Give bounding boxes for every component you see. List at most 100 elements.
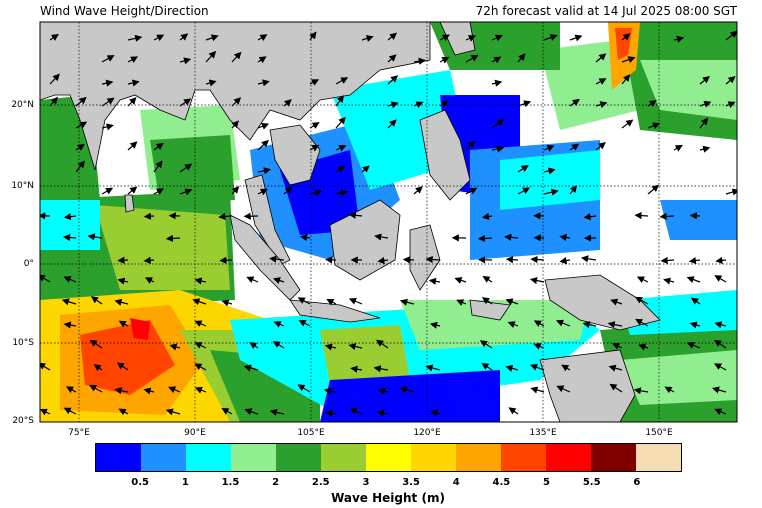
wave-arrow	[244, 408, 259, 416]
sri-lanka	[124, 194, 135, 213]
colorbar-tick-label: 1	[181, 477, 189, 488]
wave-arrow	[634, 211, 649, 220]
wave-arrow	[273, 321, 285, 328]
malay-peninsula	[244, 174, 291, 266]
wave-arrow	[621, 33, 631, 41]
colorbar-tick-label: 5	[543, 477, 551, 488]
wave-arrow	[621, 119, 634, 129]
wave-arrow	[376, 339, 389, 349]
wave-arrow	[299, 234, 311, 242]
wave-arrow	[63, 407, 77, 415]
wave-arrow	[529, 363, 545, 371]
wave-arrow	[373, 365, 389, 373]
wave-arrow	[143, 212, 155, 220]
wave-field-south-calm	[320, 370, 500, 422]
wave-arrow	[63, 321, 77, 329]
wave-arrow	[561, 364, 571, 372]
wave-arrow	[399, 386, 415, 394]
wave-arrow	[93, 364, 103, 372]
colorbar-tick-label: 0.5	[131, 477, 149, 488]
wave-arrow	[283, 186, 293, 195]
wave-arrow	[324, 343, 337, 351]
wave-arrow	[63, 276, 77, 283]
colorbar-tick-label: 4	[452, 477, 460, 488]
wave-arrow	[454, 277, 467, 284]
wave-arrow	[439, 34, 450, 42]
wave-arrow	[638, 343, 649, 351]
wave-arrow	[530, 255, 545, 264]
wave-arrow	[533, 343, 545, 350]
wave-arrow	[517, 187, 531, 195]
wave-arrow	[543, 34, 558, 41]
colorbar-cell	[591, 444, 636, 471]
wave-arrow	[505, 364, 519, 372]
wave-arrow	[556, 385, 571, 393]
wave-arrow	[647, 184, 660, 195]
wave-arrow	[335, 95, 345, 107]
wave-arrow	[543, 145, 555, 152]
colorbar-title: Wave Height (m)	[331, 491, 445, 505]
wave-field-pacific-e	[660, 200, 737, 240]
wave-arrow	[118, 408, 129, 416]
wave-arrow	[559, 256, 571, 265]
wave-arrow	[569, 143, 580, 151]
colorbar-tick-label: 5.5	[582, 477, 601, 488]
wave-arrow	[465, 140, 476, 151]
wave-arrow	[428, 277, 441, 285]
wave-arrow	[143, 256, 155, 264]
wave-arrow	[543, 188, 559, 196]
wave-arrow	[194, 320, 207, 328]
wave-arrow	[335, 165, 345, 173]
wave-arrow	[595, 101, 608, 109]
wave-arrow	[75, 160, 85, 173]
wave-arrow	[118, 320, 129, 328]
wave-arrow	[439, 56, 450, 64]
wave-arrow	[40, 362, 51, 371]
wave-arrow	[595, 78, 607, 85]
lon-label-135e: 135°E	[529, 428, 557, 438]
wave-field-coral-2	[620, 350, 737, 405]
wave-arrow	[101, 79, 114, 87]
wave-arrow	[49, 73, 60, 85]
wave-arrow	[179, 57, 192, 65]
wave-field-arabian-2	[40, 200, 100, 250]
wave-arrow	[555, 319, 571, 327]
wave-arrow	[636, 276, 649, 283]
wave-field-banda	[400, 300, 590, 350]
wave-arrow	[377, 256, 389, 265]
wave-arrow	[231, 186, 240, 195]
lat-label-10s: 10°S	[12, 338, 34, 348]
wave-direction-arrows	[40, 30, 737, 417]
wave-arrow	[689, 212, 701, 220]
wave-arrow	[699, 117, 709, 129]
wave-arrow	[517, 53, 526, 63]
wave-arrow	[127, 79, 140, 87]
wave-arrow	[715, 256, 727, 264]
wave-arrow	[725, 30, 737, 41]
wave-arrow	[439, 100, 449, 108]
map-frame	[39, 21, 738, 423]
wave-arrow	[361, 35, 374, 42]
colorbar-cell	[456, 444, 501, 471]
wave-arrow	[309, 31, 317, 41]
wave-arrow	[90, 296, 103, 305]
wave-arrow	[609, 383, 623, 393]
colorbar-cell	[276, 444, 321, 471]
wave-arrow	[205, 34, 219, 42]
wave-arrow	[621, 56, 636, 63]
wave-arrow	[595, 142, 606, 151]
wave-field-bay-south	[95, 205, 230, 290]
wave-arrow	[326, 298, 337, 306]
wave-arrow	[257, 188, 268, 196]
wave-arrow	[425, 364, 441, 372]
wave-arrow	[690, 297, 701, 305]
map-title: Wind Wave Height/Direction	[40, 4, 209, 18]
wave-arrow	[647, 122, 661, 130]
wave-arrow	[387, 75, 399, 85]
wave-arrow	[75, 96, 87, 107]
colorbar-cell	[501, 444, 546, 471]
wave-arrow	[430, 409, 441, 417]
philippines	[419, 109, 471, 201]
wave-arrow	[725, 101, 736, 109]
